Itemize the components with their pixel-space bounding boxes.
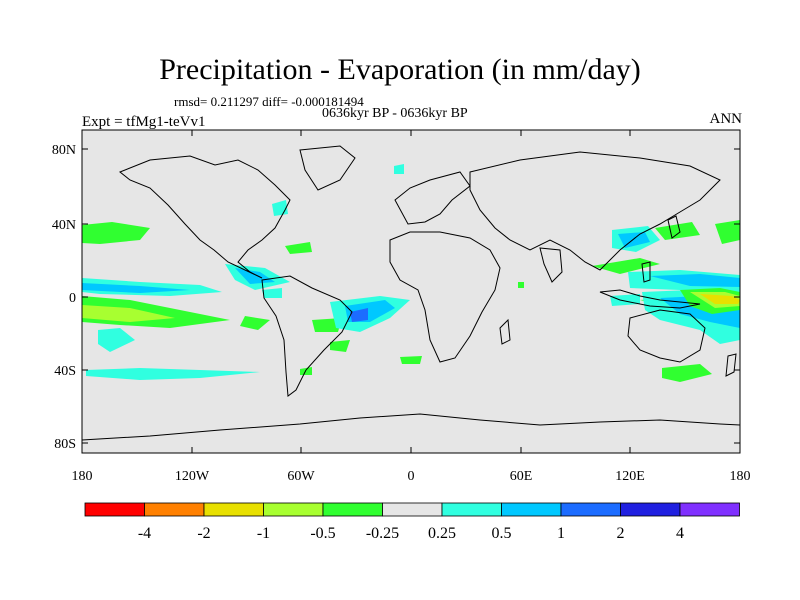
labelbar-label: -4 bbox=[138, 525, 151, 542]
labelbar-label: -1 bbox=[257, 525, 270, 542]
lon-label: 180 bbox=[72, 469, 93, 484]
lat-label: 0 bbox=[69, 291, 76, 306]
labelbar-label: -0.5 bbox=[310, 525, 335, 542]
labelbar-box bbox=[560, 502, 621, 517]
pme-patch bbox=[98, 328, 135, 352]
labelbar-label: 1 bbox=[557, 525, 565, 542]
lat-label: 40S bbox=[54, 364, 76, 379]
labelbar-label: 0.25 bbox=[428, 525, 456, 542]
pme-patch bbox=[610, 294, 640, 306]
coastline-asia bbox=[469, 151, 721, 271]
labelbar-label: 2 bbox=[617, 525, 625, 542]
pme-patch bbox=[285, 242, 312, 254]
pme-patch bbox=[262, 288, 282, 298]
labelbar-box bbox=[322, 502, 383, 517]
pme-patch bbox=[655, 222, 700, 240]
lon-label: 120W bbox=[175, 469, 210, 484]
experiment-label: Expt = tfMg1-teVv1 bbox=[82, 114, 206, 130]
labelbar-label: -2 bbox=[197, 525, 210, 542]
coastline-europe bbox=[394, 171, 471, 225]
pme-patch bbox=[394, 164, 404, 174]
pme-patch bbox=[82, 283, 190, 293]
lon-label: 180 bbox=[730, 469, 751, 484]
coastline-antarctica bbox=[82, 413, 740, 441]
labelbar-box bbox=[679, 502, 740, 517]
pme-patch bbox=[700, 294, 740, 304]
coastlines bbox=[82, 145, 740, 441]
coastline-indonesia bbox=[599, 289, 701, 309]
lat-label: 80S bbox=[54, 437, 76, 452]
pme-patch bbox=[86, 368, 260, 380]
lon-label: 0 bbox=[408, 469, 415, 484]
pme-patch bbox=[592, 258, 660, 274]
pme-patch bbox=[400, 356, 422, 364]
coastline-japan bbox=[667, 215, 681, 239]
plot-title: Precipitation - Evaporation (in mm/day) bbox=[159, 53, 641, 86]
labelbar-label: 4 bbox=[676, 525, 684, 542]
pme-patch bbox=[618, 232, 650, 248]
stats-line: rmsd= 0.211297 diff= -0.000181494 bbox=[174, 94, 364, 109]
labelbar-box bbox=[263, 502, 324, 517]
labelbar-box bbox=[84, 502, 145, 517]
pme-patch bbox=[518, 282, 524, 288]
coastline-new-zealand bbox=[725, 353, 737, 377]
pme-patch bbox=[240, 316, 270, 330]
pme-patch bbox=[662, 364, 712, 382]
coastline-philippines bbox=[641, 261, 651, 283]
lat-ticks bbox=[82, 148, 740, 444]
coastline-madagascar bbox=[499, 318, 511, 345]
coastline-south-america bbox=[261, 275, 353, 397]
pme-field bbox=[82, 145, 740, 441]
period-line: 0636kyr BP - 0636kyr BP bbox=[322, 106, 468, 121]
lon-ticks bbox=[81, 130, 741, 453]
pme-patch bbox=[715, 220, 740, 244]
labelbar-box bbox=[501, 502, 562, 517]
coastline-north-america bbox=[119, 155, 291, 279]
labelbar-label: 0.5 bbox=[492, 525, 512, 542]
lat-label: 80N bbox=[52, 143, 76, 158]
labelbar-label: -0.25 bbox=[366, 525, 399, 542]
pme-patch bbox=[350, 308, 368, 322]
labelbar-box bbox=[620, 502, 681, 517]
coastline-africa bbox=[389, 231, 501, 363]
pme-patch bbox=[330, 340, 350, 352]
lon-label: 60E bbox=[510, 469, 533, 484]
pme-patch bbox=[650, 274, 740, 287]
labelbar-box bbox=[144, 502, 205, 517]
lon-label: 60W bbox=[287, 469, 315, 484]
labelbar-box bbox=[382, 502, 443, 517]
labelbar-box bbox=[203, 502, 264, 517]
lat-label: 40N bbox=[52, 218, 76, 233]
coastline-india bbox=[539, 247, 563, 283]
labelbar: -4 -2 -1 -0.5 -0.25 0.25 0.5 1 2 4 bbox=[84, 502, 740, 542]
season-label: ANN bbox=[709, 111, 743, 127]
coastline-greenland bbox=[299, 145, 356, 191]
labelbar-box bbox=[441, 502, 502, 517]
coastline-australia bbox=[627, 309, 706, 363]
pme-patch bbox=[82, 305, 175, 322]
pme-patch bbox=[82, 222, 150, 244]
lon-label: 120E bbox=[615, 469, 645, 484]
